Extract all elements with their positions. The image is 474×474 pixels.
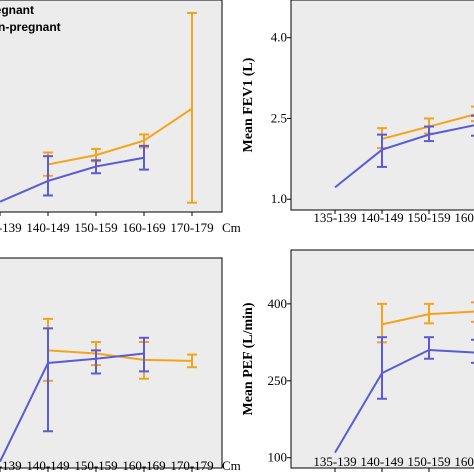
y-axis-label: Mean PEF (L/min) [241, 302, 256, 415]
y-tick-label: 100 [268, 450, 288, 465]
legend: Pregnant Non-pregnant [0, 3, 61, 34]
series-line [0, 352, 145, 463]
panel-top-left: 135-139 140-149 150-159 160-169 170-179 Cm [0, 0, 241, 235]
x-tick-label: 135-139 [0, 458, 22, 473]
panel-bottom-right: 100 250 400 Mean PEF (L/min) 135-139 140-149 1… [241, 249, 474, 472]
x-tick-label: 135-139 [0, 220, 22, 235]
series-non-pregnant [334, 114, 474, 189]
series-line [47, 107, 193, 166]
y-tick-label: 4.0 [271, 30, 287, 45]
plot-background [290, 0, 474, 211]
x-tick-label: 160-169 [454, 210, 474, 225]
x-tick-label: 140-149 [26, 458, 69, 473]
x-tick-label: 150-159 [74, 458, 117, 473]
series-non-pregnant [0, 144, 149, 203]
x-tick-label: 160-169 [122, 458, 165, 473]
y-tick-label: 400 [268, 296, 288, 311]
series-line [0, 156, 145, 203]
legend-entry: Pregnant [0, 3, 34, 17]
x-tick-label: 170-179 [170, 220, 213, 235]
x-unit-label: Cm [222, 458, 241, 473]
plot-background [0, 257, 223, 469]
series-pregnant [377, 301, 474, 344]
y-tick-label: 2.5 [271, 110, 287, 125]
x-tick-label: 140-149 [360, 454, 403, 469]
x-tick-label: 160-169 [454, 454, 474, 469]
y-tick-label: 1.0 [271, 191, 287, 206]
x-tick-label: 140-149 [26, 220, 69, 235]
y-axis-label: Mean FEV1 (L) [241, 57, 256, 152]
legend-entry: Non-pregnant [0, 20, 61, 34]
x-tick-label: 140-149 [360, 210, 403, 225]
series-line [334, 349, 474, 454]
panel-top-right: 1.0 2.5 4.0 Mean FEV1 (L) 135-139 140-149 150-… [241, 0, 474, 225]
plot-background [0, 0, 223, 213]
y-tick-label: 250 [268, 373, 288, 388]
x-tick-label: 160-169 [122, 220, 165, 235]
panel-bottom-left: 135-139 140-149 150-159 160-169 170-179 Cm [0, 257, 241, 473]
x-tick-label: 150-159 [407, 210, 450, 225]
series-line [334, 124, 474, 189]
series-non-pregnant [0, 327, 149, 463]
series-non-pregnant [334, 336, 474, 454]
x-tick-label: 135-139 [313, 454, 356, 469]
x-tick-label: 150-159 [74, 220, 117, 235]
x-tick-label: 170-179 [170, 458, 213, 473]
x-tick-label: 135-139 [313, 210, 356, 225]
x-tick-label: 150-159 [407, 454, 450, 469]
x-unit-label: Cm [222, 220, 241, 235]
